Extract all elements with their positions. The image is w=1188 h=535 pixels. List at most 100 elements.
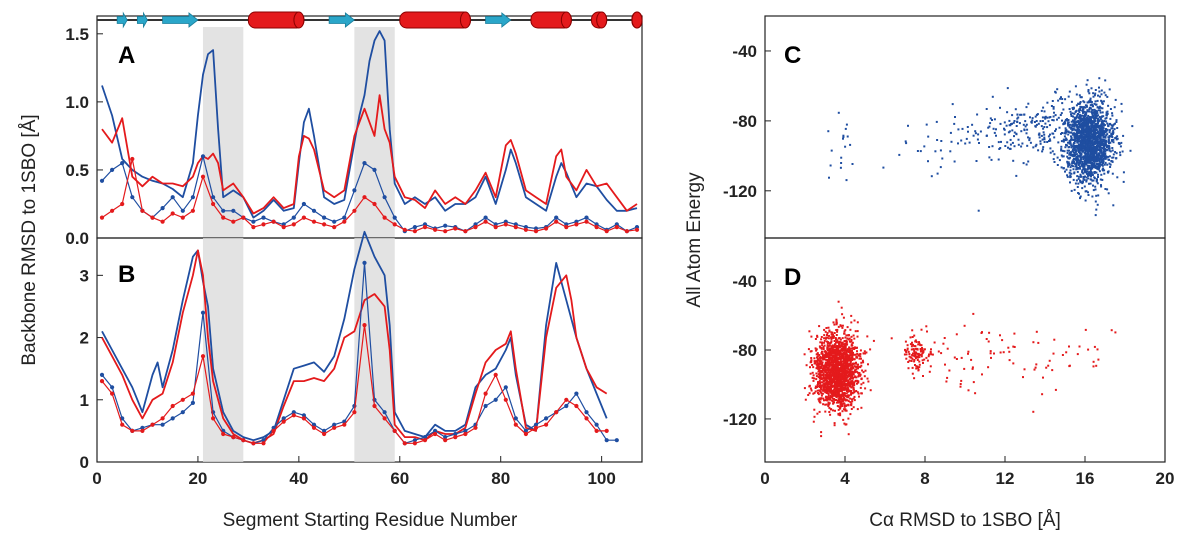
scatter-point — [851, 359, 854, 361]
scatter-point — [1089, 122, 1092, 125]
scatter-point — [807, 348, 810, 351]
scatter-point — [834, 350, 837, 353]
scatter-point — [1077, 155, 1080, 158]
scatter-point — [833, 382, 836, 385]
scatter-point — [812, 374, 815, 377]
scatter-point — [1071, 148, 1074, 151]
scatter-point — [1102, 136, 1105, 139]
scatter-point — [1084, 106, 1087, 109]
scatter-point — [1088, 134, 1091, 137]
scatter-point — [853, 381, 856, 384]
scatter-point — [1121, 150, 1124, 153]
scatter-point — [1025, 123, 1028, 126]
scatter-point — [819, 382, 821, 385]
scatter-point — [821, 369, 824, 372]
series-point — [271, 425, 276, 430]
series-point — [433, 428, 438, 433]
scatter-point — [840, 345, 843, 348]
scatter-point — [833, 332, 836, 334]
scatter-point — [1101, 119, 1104, 122]
scatter-point — [830, 371, 832, 374]
x-tick-label: 4 — [840, 469, 850, 488]
scatter-point — [846, 337, 849, 340]
scatter-point — [1101, 138, 1104, 141]
scatter-point — [848, 374, 851, 377]
scatter-point — [839, 364, 842, 367]
scatter-point — [1107, 170, 1110, 173]
scatter-point — [1099, 178, 1102, 181]
scatter-point — [828, 388, 831, 390]
scatter-point — [830, 408, 833, 411]
scatter-point — [1088, 110, 1091, 113]
scatter-point — [1043, 133, 1046, 136]
scatter-point — [1105, 112, 1108, 115]
panel-c-frame — [764, 15, 1166, 239]
scatter-point — [848, 381, 851, 384]
scatter-point — [1053, 136, 1056, 139]
scatter-point — [1087, 90, 1090, 93]
x-tick-label: 20 — [188, 469, 207, 488]
scatter-point — [859, 386, 862, 389]
scatter-point — [834, 346, 837, 348]
series-point — [443, 435, 448, 440]
scatter-point — [1095, 129, 1098, 131]
scatter-point — [1012, 345, 1015, 348]
scatter-point — [1083, 159, 1086, 162]
scatter-point — [842, 418, 845, 421]
scatter-point — [913, 355, 916, 358]
scatter-point — [1052, 119, 1055, 122]
scatter-point — [1070, 164, 1073, 167]
scatter-point — [1035, 363, 1038, 366]
scatter-point — [820, 435, 823, 438]
series-point — [443, 229, 448, 234]
scatter-point — [1096, 153, 1098, 156]
scatter-point — [1091, 155, 1094, 158]
scatter-point — [917, 343, 920, 346]
panel-d-frame — [764, 237, 1166, 463]
scatter-point — [1072, 143, 1075, 146]
scatter-point — [1102, 131, 1105, 134]
scatter-point — [917, 352, 920, 355]
scatter-point — [839, 390, 842, 393]
scatter-point — [845, 378, 848, 381]
scatter-point — [1009, 138, 1012, 141]
scatter-point — [1075, 125, 1078, 128]
scatter-point — [940, 140, 943, 142]
scatter-point — [839, 386, 842, 389]
scatter-point — [1093, 160, 1096, 163]
scatter-point — [1081, 182, 1084, 185]
scatter-point — [948, 369, 951, 372]
scatter-point — [1111, 147, 1114, 149]
scatter-point — [823, 344, 826, 347]
scatter-point — [1105, 120, 1108, 123]
scatter-point — [851, 363, 854, 366]
scatter-point — [824, 403, 827, 406]
scatter-point — [1016, 121, 1019, 123]
scatter-point — [1099, 131, 1102, 134]
scatter-point — [1108, 88, 1111, 91]
scatter-point — [816, 352, 819, 355]
scatter-point — [838, 363, 841, 366]
scatter-point — [841, 337, 844, 340]
series-point — [352, 410, 357, 415]
scatter-point — [810, 350, 813, 353]
scatter-point — [1088, 121, 1091, 124]
scatter-point — [1086, 157, 1089, 160]
scatter-point — [1103, 172, 1106, 175]
scatter-point — [1100, 142, 1103, 145]
scatter-point — [850, 408, 853, 410]
scatter-point — [830, 377, 833, 380]
scatter-point — [837, 351, 840, 354]
scatter-point — [993, 352, 995, 355]
scatter-point — [971, 366, 974, 369]
scatter-point — [1070, 100, 1073, 103]
scatter-point — [1067, 165, 1070, 168]
series-point — [483, 391, 488, 396]
scatter-point — [838, 353, 841, 356]
scatter-point — [831, 345, 834, 348]
series-point — [221, 208, 226, 213]
series-point — [120, 201, 125, 207]
scatter-point — [1097, 94, 1099, 97]
scatter-point — [918, 354, 921, 356]
scatter-point — [1046, 116, 1049, 119]
